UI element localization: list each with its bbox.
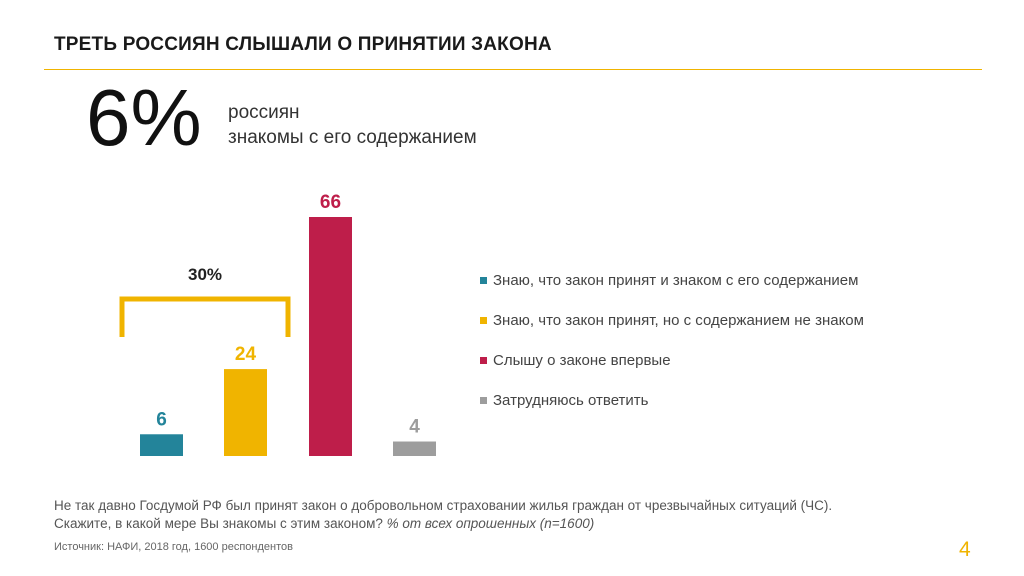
legend-swatch-3 — [480, 356, 487, 364]
bar-value-label-2: 24 — [235, 344, 257, 365]
bar-value-label-1: 6 — [156, 409, 167, 430]
legend-swatch-4 — [480, 396, 487, 404]
bracket-line — [119, 296, 291, 337]
chart-legend: Знаю, что закон принят и знаком с его со… — [480, 270, 864, 430]
bar-value-label-3: 66 — [320, 192, 341, 213]
bar-3 — [309, 217, 352, 456]
question-line1: Не так давно Госдумой РФ был принят зако… — [54, 498, 833, 513]
bracket-label: 30% — [188, 265, 222, 284]
question-text: Скажите, в какой мере Вы знакомы с этим … — [54, 516, 387, 531]
legend-label-3: Слышу о законе впервые — [493, 351, 671, 369]
legend-item-3: Слышу о законе впервые — [480, 350, 864, 370]
legend-item-2: Знаю, что закон принят, но с содержанием… — [480, 310, 864, 330]
bar-1 — [140, 434, 183, 456]
bar-2 — [224, 369, 267, 456]
highlight-caption: россиян знакомы с его содержанием — [228, 100, 477, 150]
question-line2: Скажите, в какой мере Вы знакомы с этим … — [54, 515, 832, 533]
survey-question: Не так давно Госдумой РФ был принят зако… — [54, 497, 832, 533]
question-note: % от всех опрошенных (n=1600) — [386, 516, 595, 531]
title-divider — [44, 69, 982, 70]
legend-label-4: Затрудняюсь ответить — [493, 391, 649, 409]
legend-item-4: Затрудняюсь ответить — [480, 390, 864, 410]
legend-label-1: Знаю, что закон принят и знаком с его со… — [493, 271, 859, 289]
bar-4 — [393, 441, 436, 456]
source-note: Источник: НАФИ, 2018 год, 1600 респонден… — [54, 541, 293, 553]
legend-item-1: Знаю, что закон принят и знаком с его со… — [480, 270, 864, 290]
legend-swatch-1 — [480, 276, 487, 284]
legend-label-2: Знаю, что закон принят, но с содержанием… — [493, 311, 864, 329]
page-title: ТРЕТЬ РОССИЯН СЛЫШАЛИ О ПРИНЯТИИ ЗАКОНА — [54, 34, 552, 55]
page-number: 4 — [959, 538, 971, 561]
bar-value-label-4: 4 — [409, 417, 420, 438]
highlight-caption-line2: знакомы с его содержанием — [228, 127, 477, 148]
legend-swatch-2 — [480, 316, 487, 324]
highlight-caption-line1: россиян — [228, 102, 300, 123]
highlight-value: 6% — [86, 73, 202, 162]
